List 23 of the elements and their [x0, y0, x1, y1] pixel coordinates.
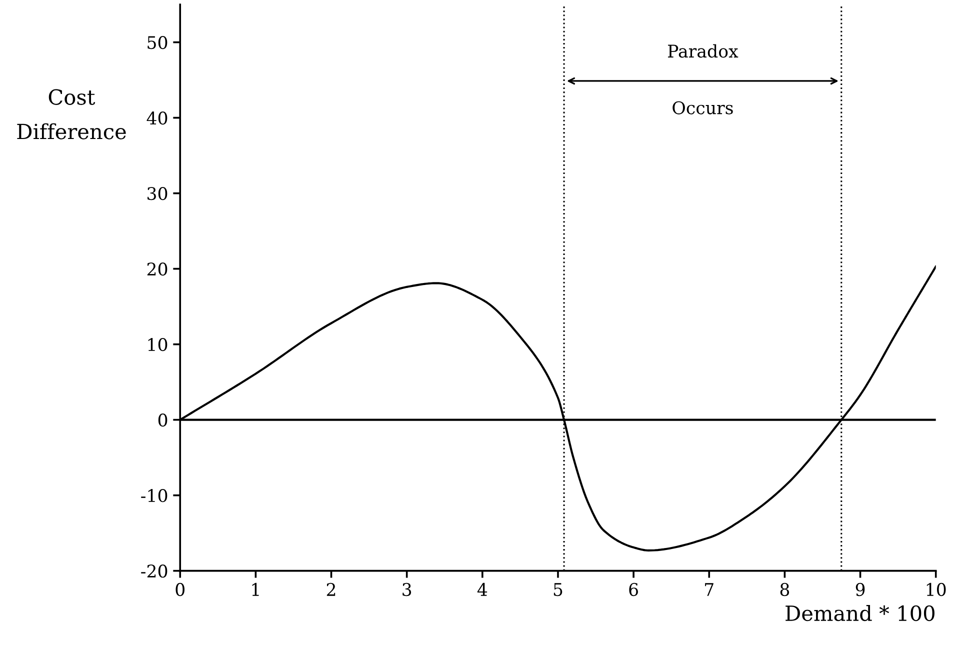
x-tick-label: 8	[780, 582, 790, 596]
x-tick-label: 2	[326, 582, 336, 596]
x-tick-label: 10	[926, 582, 946, 596]
x-axis-title: Demand * 100	[786, 604, 934, 622]
y-tick-label: 10	[148, 338, 168, 352]
x-tick-label: 0	[176, 582, 184, 596]
y-tick-label: 30	[148, 186, 168, 200]
annotation: Occurs	[672, 101, 733, 114]
y-tick-label: 40	[146, 111, 168, 125]
annotation: Paradox	[668, 44, 738, 58]
y-tick-label: 0	[158, 414, 168, 427]
x-tick-label: 1	[252, 582, 259, 596]
y-tick-label: -20	[141, 564, 168, 578]
x-tick-label: 7	[705, 583, 714, 596]
y-axis-title: Cost Difference	[17, 89, 126, 140]
x-tick-label: 3	[402, 582, 412, 596]
x-tick-label: 6	[629, 582, 638, 596]
x-tick-label: 9	[856, 582, 865, 596]
y-tick-label: 20	[147, 262, 168, 276]
y-tick-label: 50	[148, 36, 168, 50]
x-tick-label: 5	[554, 583, 562, 596]
x-tick-label: 4	[477, 582, 488, 596]
y-tick-label: -10	[141, 489, 168, 502]
